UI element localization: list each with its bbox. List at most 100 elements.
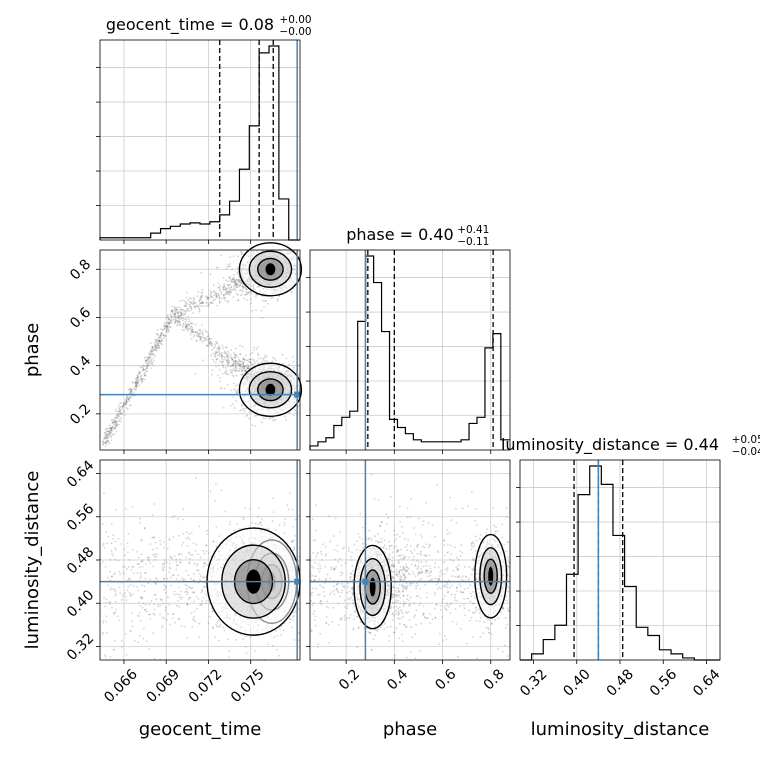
- sample-point: [146, 367, 148, 370]
- sample-point: [157, 344, 160, 347]
- sample-point: [178, 310, 181, 313]
- sample-point: [220, 354, 223, 357]
- sample-point: [243, 410, 246, 413]
- sample-point: [196, 339, 198, 342]
- sample-point: [218, 351, 220, 354]
- sample-point: [205, 296, 207, 298]
- sample-point: [187, 299, 190, 301]
- sample-point: [234, 357, 237, 359]
- sample-point: [204, 305, 207, 308]
- sample-point: [102, 442, 105, 444]
- sample-point: [190, 322, 193, 325]
- sample-point: [146, 358, 149, 360]
- sample-point: [242, 286, 245, 289]
- sample-point: [255, 309, 257, 311]
- sample-point: [171, 310, 173, 313]
- sample-point: [234, 354, 237, 357]
- sample-point: [213, 347, 215, 350]
- sample-point: [236, 360, 239, 363]
- sample-point: [236, 272, 239, 275]
- sample-point: [220, 354, 223, 356]
- sample-point: [136, 383, 138, 386]
- sample-point: [202, 339, 205, 342]
- sample-point: [110, 435, 113, 438]
- sample-point: [205, 330, 207, 333]
- sample-point: [224, 286, 227, 289]
- panel-geocent_time-vs-geocent_time: geocent_time = 0.08 +0.00−0.00: [96, 14, 312, 244]
- sample-point: [263, 356, 266, 358]
- sample-point: [173, 318, 176, 321]
- sample-point: [116, 423, 118, 425]
- sample-point: [153, 342, 156, 344]
- sample-point: [247, 367, 249, 370]
- sample-point: [148, 361, 151, 364]
- sample-point: [243, 365, 246, 367]
- sample-point: [229, 369, 232, 372]
- sample-point: [238, 367, 241, 370]
- sample-point: [233, 281, 236, 284]
- sample-point: [199, 302, 201, 305]
- sample-point: [238, 364, 241, 367]
- sample-point: [255, 414, 258, 417]
- sample-point: [239, 294, 242, 297]
- sample-point: [246, 363, 249, 366]
- panel-background: [100, 40, 300, 240]
- sample-point: [201, 291, 204, 294]
- sample-point: [141, 378, 144, 381]
- sample-point: [180, 313, 182, 315]
- sample-point: [250, 298, 252, 301]
- sample-point: [230, 356, 233, 359]
- sample-point: [243, 367, 246, 370]
- sample-point: [234, 354, 237, 357]
- sample-point: [102, 437, 105, 440]
- sample-point: [226, 266, 229, 268]
- sample-point: [163, 322, 166, 325]
- sample-point: [220, 254, 223, 257]
- sample-point: [241, 408, 244, 411]
- sample-point: [224, 293, 227, 296]
- histogram-luminosity_distance: [520, 465, 720, 661]
- sample-point: [257, 357, 260, 360]
- sample-point: [214, 361, 217, 364]
- sample-point: [214, 345, 216, 348]
- sample-point: [285, 357, 288, 360]
- sample-point: [234, 280, 236, 283]
- sample-point: [226, 300, 229, 303]
- sample-point: [145, 361, 148, 363]
- sample-point: [205, 338, 208, 341]
- sample-point: [154, 346, 157, 349]
- sample-point: [124, 403, 127, 406]
- sample-point: [115, 430, 118, 433]
- sample-point: [243, 358, 246, 361]
- sample-point: [188, 303, 191, 306]
- sample-point: [264, 354, 267, 356]
- sample-point: [179, 323, 181, 326]
- sample-point: [288, 621, 291, 624]
- sample-point: [227, 293, 230, 295]
- sample-point: [111, 421, 114, 424]
- sample-point: [212, 360, 215, 363]
- sample-point: [232, 375, 235, 378]
- sample-point: [226, 383, 229, 386]
- sample-point: [231, 288, 234, 291]
- sample-point: [168, 322, 171, 324]
- sample-point: [260, 421, 263, 424]
- sample-point: [218, 368, 221, 371]
- title-sup: +0.05: [732, 434, 760, 446]
- sample-point: [153, 356, 156, 359]
- sample-point: [218, 290, 221, 292]
- sample-point: [234, 360, 237, 363]
- sample-point: [194, 324, 197, 326]
- sample-point: [179, 320, 182, 323]
- sample-point: [240, 370, 243, 372]
- sample-point: [236, 294, 239, 296]
- sample-point: [239, 285, 241, 287]
- sample-point: [231, 280, 233, 283]
- sample-point: [232, 277, 235, 279]
- sample-point: [212, 299, 214, 302]
- sample-point: [257, 346, 259, 348]
- sample-point: [231, 364, 234, 367]
- sample-point: [294, 409, 296, 412]
- sample-point: [105, 427, 108, 430]
- sample-point: [265, 355, 268, 358]
